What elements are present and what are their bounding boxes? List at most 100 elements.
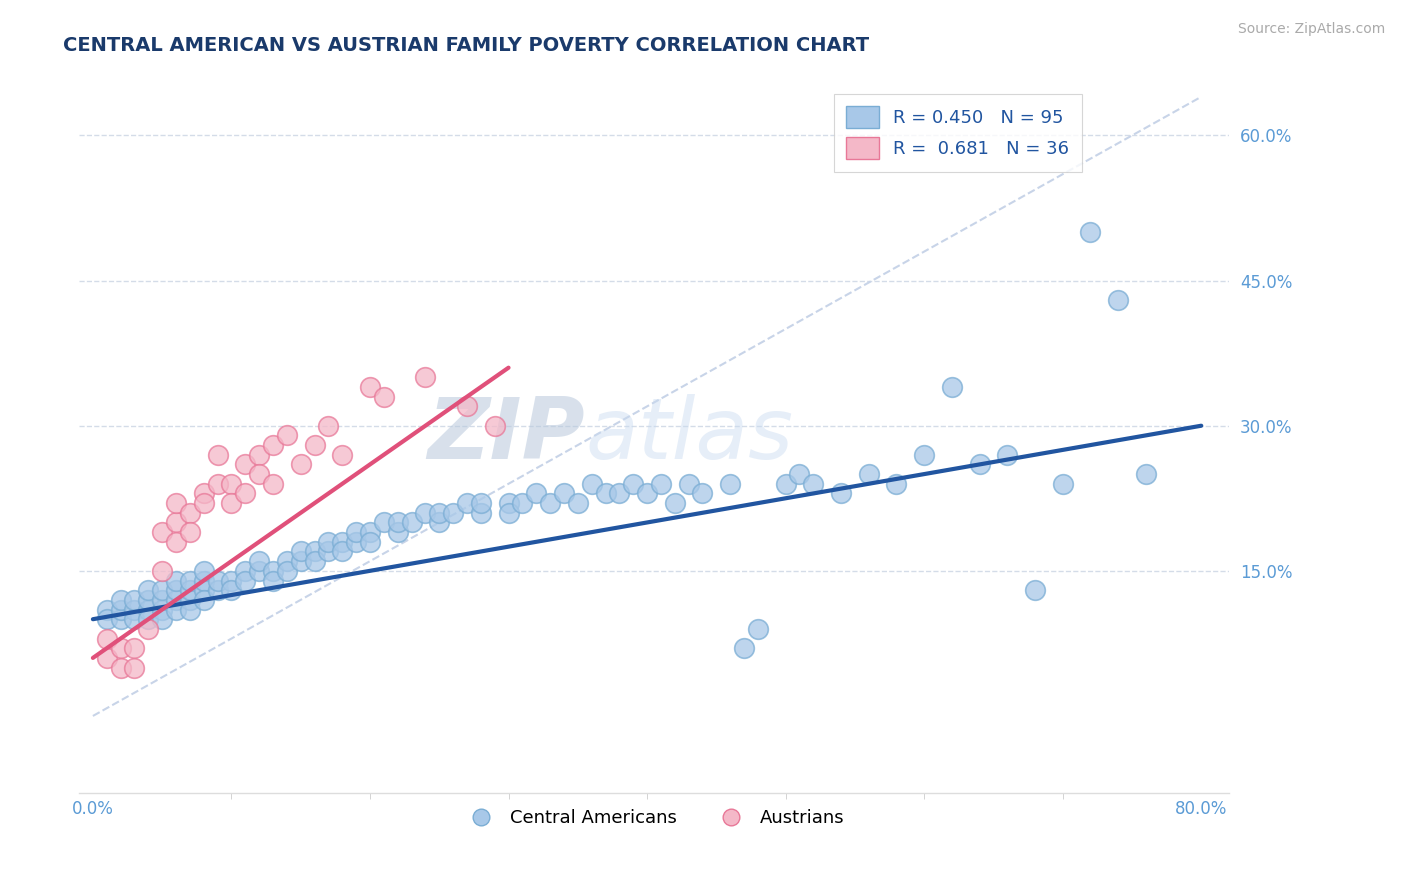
Point [538,496,561,510]
Point [165,574,187,588]
Point [247,448,270,462]
Point [165,534,187,549]
Point [290,554,312,568]
Point [1080,225,1102,239]
Point [96,632,118,646]
Point [441,506,464,520]
Point [124,660,146,674]
Point [207,574,229,588]
Point [456,496,478,510]
Point [233,458,256,472]
Point [221,574,243,588]
Point [524,486,547,500]
Point [262,476,284,491]
Point [136,622,159,636]
Point [553,486,575,500]
Point [692,486,714,500]
Point [387,516,409,530]
Point [344,534,367,549]
Point [165,516,187,530]
Point [276,564,298,578]
Point [110,641,132,656]
Point [179,525,201,540]
Point [262,438,284,452]
Point [110,612,132,626]
Text: Source: ZipAtlas.com: Source: ZipAtlas.com [1237,22,1385,37]
Point [484,418,506,433]
Point [330,534,353,549]
Point [941,380,963,394]
Text: atlas: atlas [585,394,793,477]
Point [207,448,229,462]
Point [221,583,243,598]
Point [512,496,534,510]
Point [96,612,118,626]
Point [193,496,215,510]
Point [207,583,229,598]
Point [1107,293,1129,307]
Point [221,496,243,510]
Point [110,602,132,616]
Point [415,506,437,520]
Point [150,583,173,598]
Point [165,602,187,616]
Point [276,554,298,568]
Point [124,612,146,626]
Point [718,476,741,491]
Point [193,583,215,598]
Point [650,476,672,491]
Legend: Central Americans, Austrians: Central Americans, Austrians [456,802,852,834]
Point [136,583,159,598]
Point [1135,467,1157,481]
Point [498,506,520,520]
Point [886,476,908,491]
Point [179,506,201,520]
Point [359,534,381,549]
Point [427,516,450,530]
Point [290,458,312,472]
Point [247,467,270,481]
Point [165,583,187,598]
Point [136,592,159,607]
Point [262,574,284,588]
Point [401,516,423,530]
Point [179,592,201,607]
Point [318,544,340,558]
Point [912,448,935,462]
Point [233,564,256,578]
Point [427,506,450,520]
Point [247,564,270,578]
Point [330,448,353,462]
Point [124,602,146,616]
Point [96,602,118,616]
Point [221,476,243,491]
Point [636,486,658,500]
Point [733,641,755,656]
Point [110,592,132,607]
Point [318,534,340,549]
Point [304,544,326,558]
Point [969,458,991,472]
Point [581,476,603,491]
Point [304,554,326,568]
Point [124,641,146,656]
Point [609,486,631,500]
Point [96,651,118,665]
Point [150,525,173,540]
Point [262,564,284,578]
Point [747,622,769,636]
Point [858,467,880,481]
Point [290,544,312,558]
Point [179,574,201,588]
Point [359,380,381,394]
Point [387,525,409,540]
Point [150,564,173,578]
Point [150,602,173,616]
Point [1024,583,1046,598]
Point [150,592,173,607]
Point [567,496,589,510]
Point [775,476,797,491]
Point [470,506,492,520]
Point [110,660,132,674]
Point [207,476,229,491]
